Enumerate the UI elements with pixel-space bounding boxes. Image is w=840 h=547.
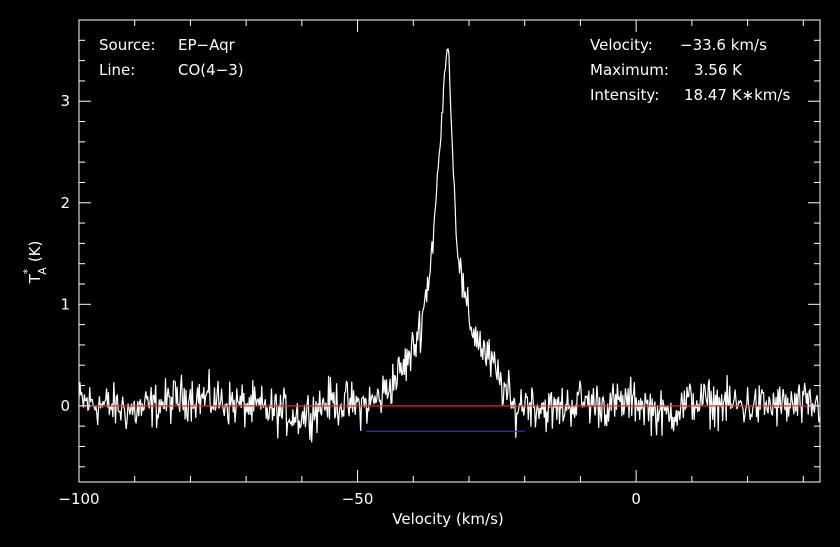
intensity-label: Intensity:: [590, 86, 659, 104]
line-value: CO(4−3): [178, 61, 244, 79]
source-value: EP−Aqr: [178, 36, 236, 54]
y-tick-label: 3: [60, 92, 70, 110]
data-layer: [78, 48, 821, 443]
y-axis-title-text: T* A (K): [21, 241, 49, 285]
y-tick-label: 1: [60, 295, 70, 313]
intensity-value: 18.47 K∗km/s: [684, 86, 790, 104]
y-axis-title-sup: *: [21, 268, 34, 274]
x-tick-label: −50: [342, 490, 374, 508]
y-axis-title-symbol: T: [26, 273, 44, 284]
velocity-value: −33.6 km/s: [680, 36, 767, 54]
y-axis-title: T* A (K): [21, 241, 49, 285]
x-tick-label: 0: [631, 490, 641, 508]
x-tick-label: −100: [58, 490, 99, 508]
source-label: Source:: [99, 36, 156, 54]
velocity-label: Velocity:: [590, 36, 653, 54]
y-axis-title-unit: (K): [26, 241, 44, 263]
maximum-label: Maximum:: [590, 61, 669, 79]
y-tick-label: 0: [60, 397, 70, 415]
spectrum-series-line: [78, 48, 821, 443]
plot-frame: [78, 19, 821, 483]
maximum-value: 3.56 K: [694, 61, 743, 79]
x-axis-title: Velocity (km/s): [392, 510, 503, 528]
line-label: Line:: [99, 61, 135, 79]
y-tick-label: 2: [60, 194, 70, 212]
y-axis-title-sub: A: [36, 267, 49, 275]
axis-ticks: −100 −50 0 0 1 2 3: [58, 20, 820, 508]
